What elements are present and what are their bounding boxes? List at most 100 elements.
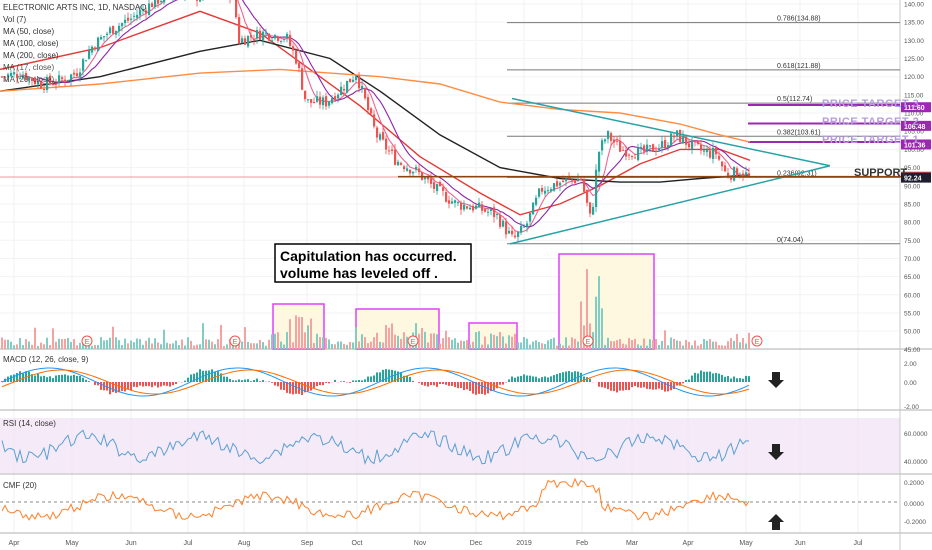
volume-bar	[382, 342, 384, 349]
cmf-line	[1, 477, 750, 521]
volume-bar	[229, 338, 231, 349]
volume-bar	[139, 339, 141, 349]
rsi-line	[1, 429, 750, 465]
macd-histogram-bar	[166, 382, 168, 386]
candle-body	[514, 235, 517, 238]
volume-bar	[610, 341, 612, 349]
macd-histogram-bar	[280, 382, 282, 390]
volume-bar	[286, 332, 288, 349]
volume-bar	[655, 338, 657, 349]
macd-histogram-bar	[655, 382, 657, 390]
macd-histogram-bar	[22, 373, 24, 382]
candle-body	[388, 150, 391, 152]
candle-body	[25, 73, 28, 80]
macd-histogram-bar	[223, 376, 225, 382]
candle-body	[157, 0, 160, 4]
macd-histogram-bar	[277, 382, 279, 387]
macd-histogram-bar	[322, 382, 324, 386]
candle-body	[91, 46, 94, 53]
support-label: SUPPORT	[854, 167, 907, 179]
volume-bar	[568, 345, 570, 349]
volume-bar	[4, 339, 6, 349]
volume-bar	[667, 345, 669, 349]
volume-bar	[730, 338, 732, 349]
candle-body	[34, 79, 37, 85]
candle-body	[670, 133, 673, 146]
macd-histogram-bar	[466, 382, 468, 390]
volume-bar	[604, 344, 606, 349]
candle-body	[628, 154, 631, 156]
price-badge	[901, 139, 931, 150]
price-badge	[901, 120, 931, 131]
volume-bar	[274, 333, 276, 349]
macd-histogram-bar	[478, 382, 480, 394]
candle-body	[526, 223, 529, 227]
volume-bar	[196, 344, 198, 349]
macd-tick-label: 0.00	[904, 380, 917, 387]
macd-histogram-bar	[496, 382, 498, 389]
volume-bar	[454, 338, 456, 349]
macd-histogram-bar	[649, 382, 651, 390]
volume-bar	[502, 336, 504, 349]
volume-bar	[643, 338, 645, 349]
volume-bar	[529, 344, 531, 349]
y-tick-label: 115.00	[904, 92, 924, 99]
x-tick-label: May	[65, 540, 79, 547]
candle-body	[283, 38, 286, 40]
triangle-trendlines	[398, 97, 905, 245]
macd-histogram-bar	[493, 382, 495, 391]
volume-bar	[79, 342, 81, 349]
volume-bar	[523, 337, 525, 349]
candle-body	[154, 0, 157, 8]
macd-histogram-bar	[406, 375, 408, 382]
candle-body	[484, 208, 487, 212]
volume-bar	[448, 337, 450, 349]
fib-label: 0(74.04)	[777, 237, 803, 244]
volume-bar	[442, 338, 444, 349]
volume-bar	[622, 343, 624, 349]
volume-bar	[649, 339, 651, 349]
volume-bar	[418, 333, 420, 349]
candle-body	[160, 1, 163, 3]
volume-bar	[340, 341, 342, 349]
volume-bar	[277, 332, 279, 349]
candle-body	[400, 162, 403, 165]
rsi-band	[0, 418, 900, 473]
candle-body	[115, 30, 118, 35]
volume-bar	[463, 341, 465, 349]
candle-body	[589, 202, 592, 214]
price-target-3-label: PRICE TARGET 3	[822, 98, 919, 110]
macd-histogram-bar	[598, 382, 600, 387]
macd-histogram-bar	[121, 382, 123, 391]
volume-bar	[631, 340, 633, 349]
macd-histogram-bar	[508, 379, 510, 382]
indicator-vol: Vol (7)	[3, 15, 26, 24]
candle-body	[376, 127, 379, 138]
volume-bar	[685, 339, 687, 349]
volume-bar	[25, 339, 27, 349]
price-badge-label: 92.24	[904, 176, 922, 183]
volume-bar	[514, 333, 516, 349]
volume-bar	[583, 325, 585, 349]
volume-bar	[319, 337, 321, 349]
candle-body	[505, 221, 508, 235]
macd-histogram-bar	[667, 382, 669, 392]
candle-body	[40, 82, 43, 89]
volume-bar	[601, 308, 603, 349]
macd-histogram-bar	[268, 381, 270, 382]
candle-body	[325, 96, 328, 107]
macd-histogram-bar	[352, 380, 354, 382]
volume-bar	[115, 337, 117, 349]
candle-body	[100, 36, 103, 40]
macd-histogram-bar	[64, 374, 66, 382]
macd-histogram-bar	[262, 380, 264, 382]
candle-body	[238, 17, 241, 44]
volume-bar	[202, 323, 204, 349]
volume-bar	[205, 339, 207, 349]
volume-bar	[169, 343, 171, 349]
macd-histogram-bar	[37, 374, 39, 382]
volume-highlight-boxes	[272, 253, 655, 350]
candle-body	[73, 72, 76, 75]
macd-histogram-bar	[46, 377, 48, 382]
